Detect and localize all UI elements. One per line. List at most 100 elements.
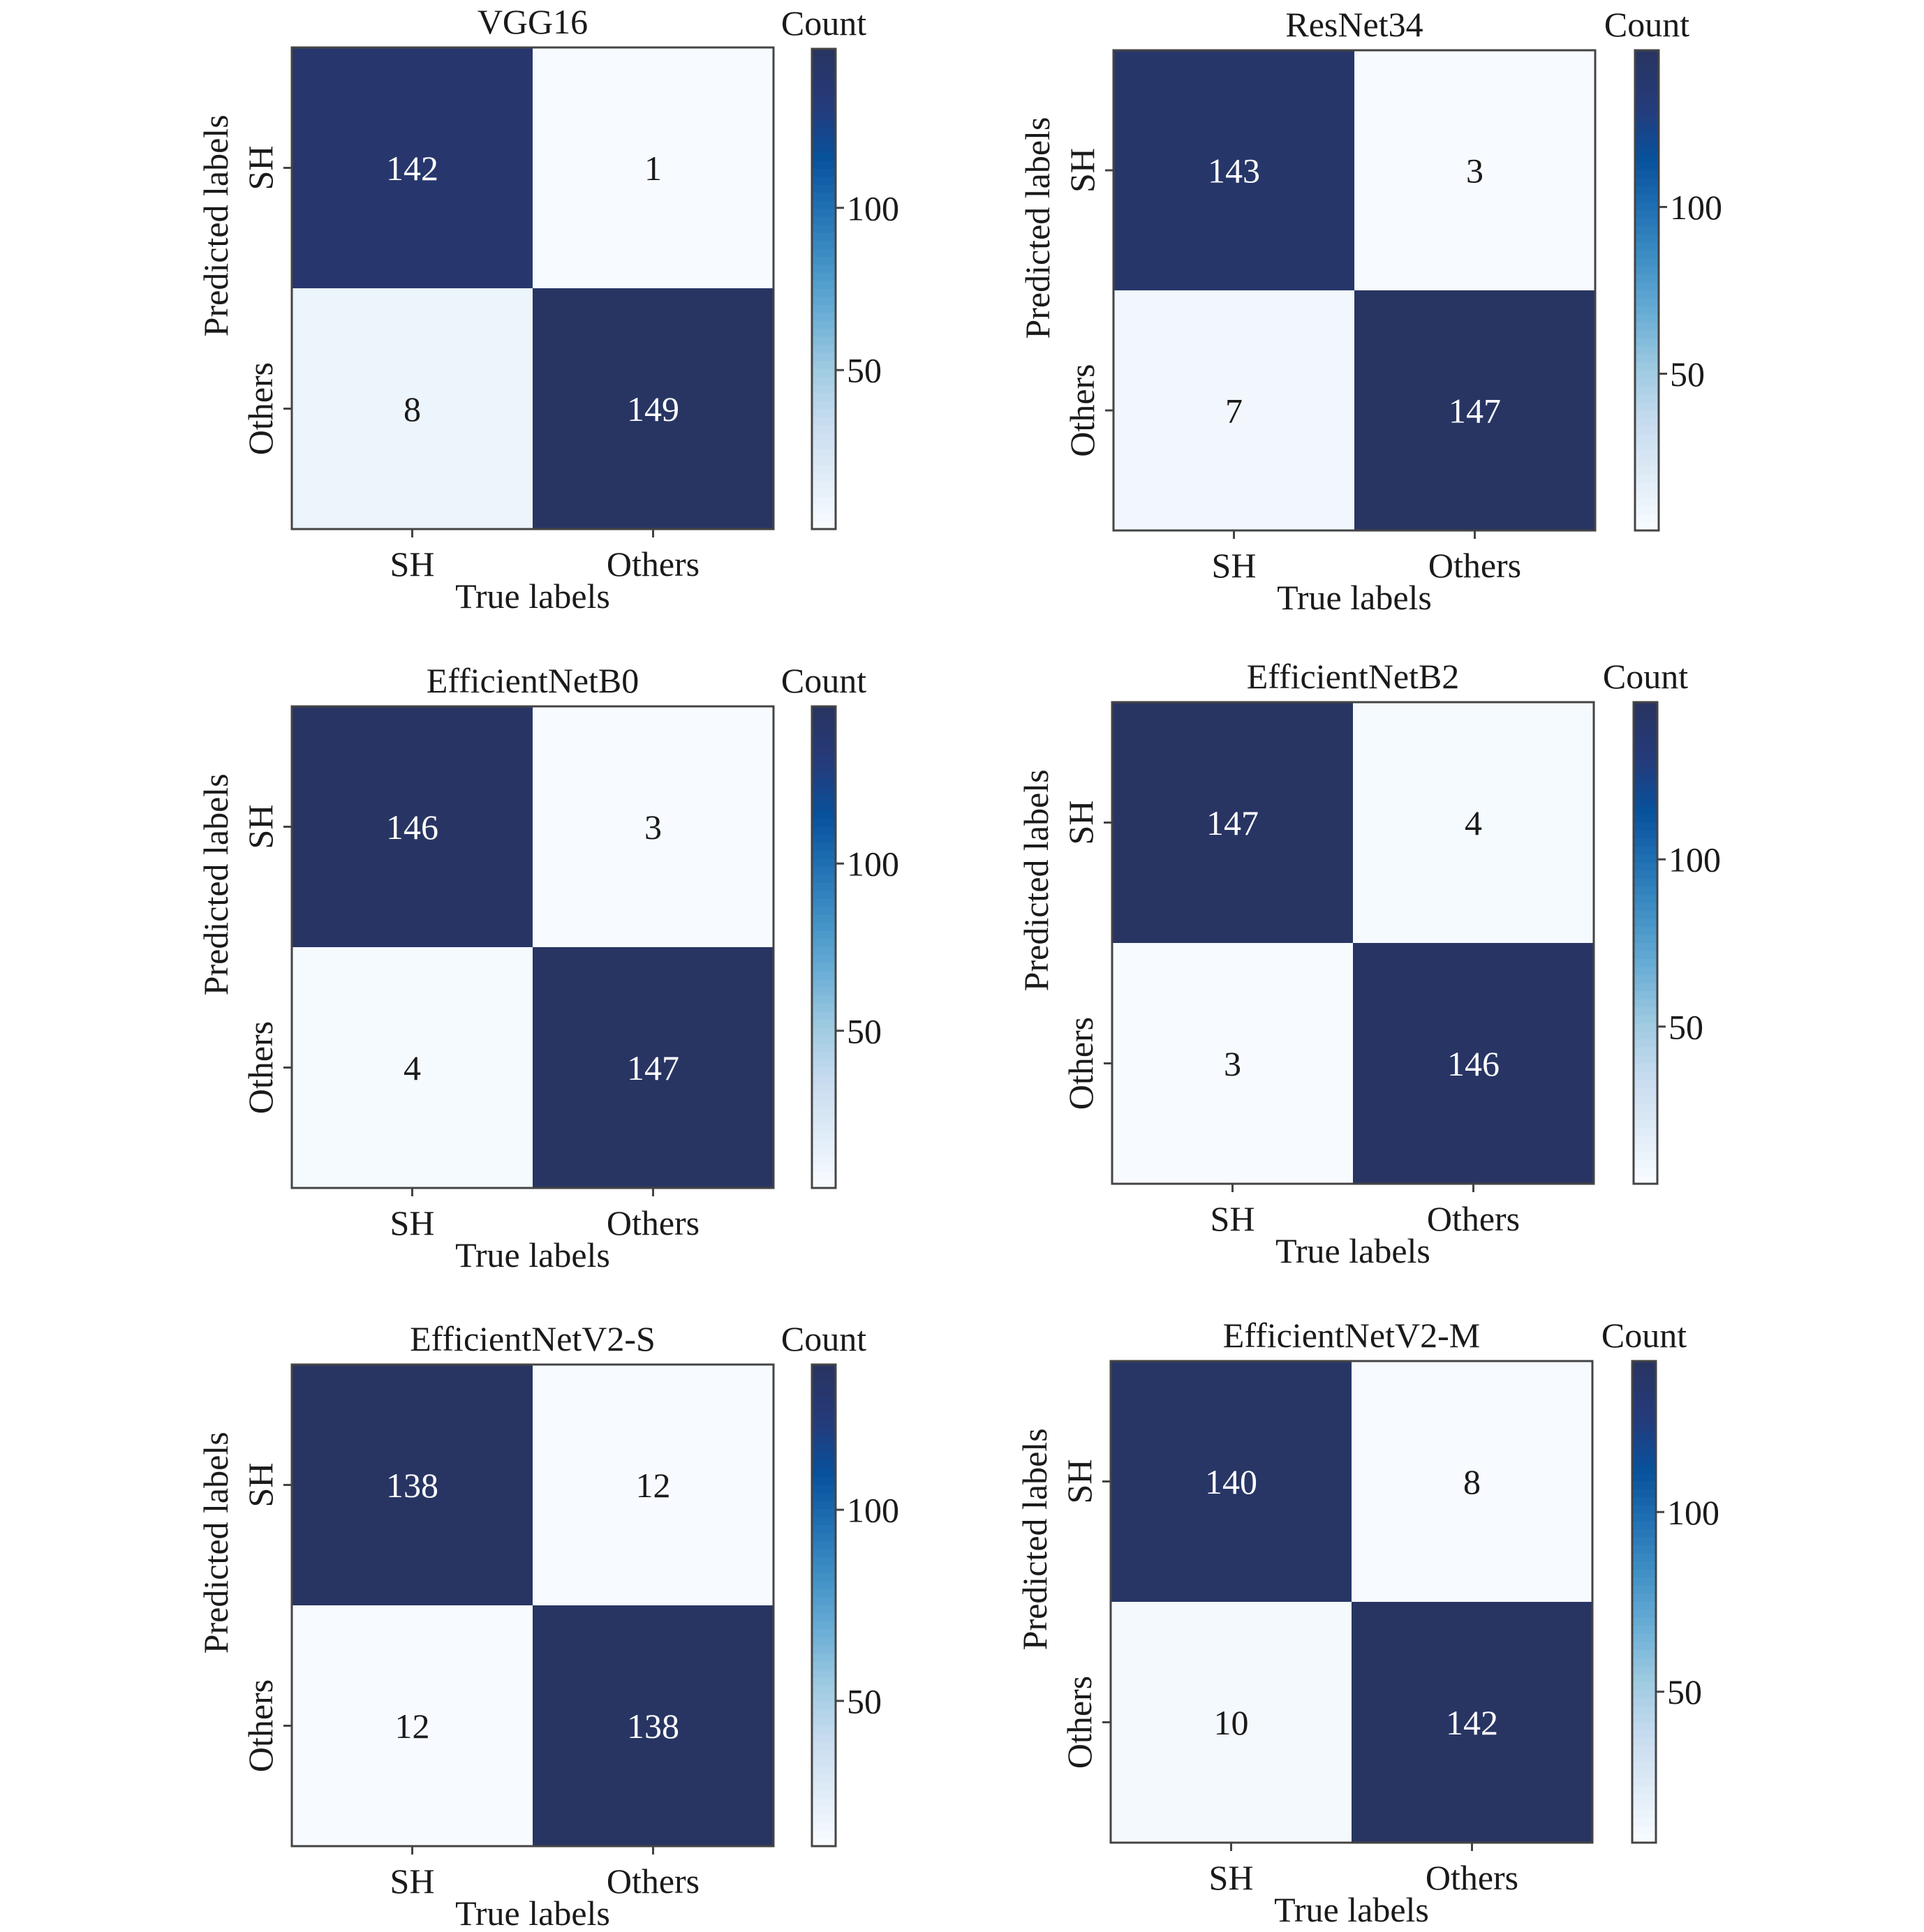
colorbar-segment — [812, 1525, 836, 1534]
colorbar-segment — [1635, 402, 1659, 411]
colorbar-segment — [1635, 394, 1659, 403]
y-axis-label: Predicted labels — [196, 114, 235, 336]
colorbar-segment — [812, 1172, 836, 1181]
colorbar-segment — [1632, 1369, 1656, 1378]
colorbar-segment — [1634, 734, 1657, 743]
colorbar-segment — [1634, 838, 1657, 847]
heatmap-cell — [292, 706, 533, 947]
colorbar-segment — [1635, 122, 1659, 131]
confusion-matrix-panel: 138 12 12 138 SH Others SH Others EfficientNetV2… — [196, 1319, 899, 1932]
colorbar-segment — [812, 1573, 836, 1582]
colorbar-segment — [812, 64, 836, 74]
colorbar-segment — [1634, 790, 1657, 799]
colorbar-segment — [812, 49, 836, 58]
colorbar-frame — [1632, 701, 1659, 1185]
colorbar-segment — [1635, 442, 1659, 452]
plot-frame — [1111, 701, 1595, 1185]
colorbar-segment — [812, 1501, 836, 1510]
colorbar-segment — [1632, 1489, 1656, 1499]
colorbar-segment — [1635, 210, 1659, 219]
colorbar-segment — [812, 105, 836, 114]
colorbar-tick-label: 100 — [1667, 1493, 1719, 1532]
colorbar-segment — [1634, 822, 1657, 831]
colorbar-segment — [812, 1774, 836, 1783]
colorbar-segment — [1634, 1063, 1657, 1072]
colorbar-segment — [1635, 258, 1659, 267]
x-tick-label: SH — [1212, 546, 1257, 585]
heatmap-cell — [292, 1605, 533, 1846]
colorbar-segment — [812, 1445, 836, 1454]
colorbar-segment — [812, 184, 836, 194]
confusion-matrix-panel: 142 1 8 149 SH Others SH Others VGG16 True labels… — [196, 2, 899, 616]
colorbar-segment — [812, 209, 836, 218]
plot-frame — [290, 705, 775, 1189]
colorbar-segment — [1635, 202, 1659, 211]
colorbar-segment — [812, 329, 836, 338]
colorbar-segment — [812, 513, 836, 522]
heatmap-cell — [1352, 1361, 1592, 1602]
colorbar-segment — [1632, 1802, 1656, 1811]
colorbar-segment — [1635, 194, 1659, 203]
colorbar-segment — [1635, 306, 1659, 315]
colorbar-segment — [812, 1461, 836, 1470]
y-tick-label: Others — [241, 1679, 280, 1772]
colorbar-segment — [812, 1605, 836, 1614]
plot-frame — [290, 1363, 775, 1848]
colorbar-segment — [1632, 1473, 1656, 1483]
colorbar-segment — [812, 297, 836, 306]
colorbar-segment — [812, 842, 836, 852]
colorbar-segment — [1632, 1545, 1656, 1554]
colorbar-segment — [812, 762, 836, 771]
colorbar-segment — [812, 456, 836, 466]
colorbar-segment — [1634, 854, 1657, 863]
colorbar-segment — [812, 1452, 836, 1462]
colorbar-segment — [812, 963, 836, 972]
colorbar-segment — [812, 778, 836, 787]
colorbar-segment — [812, 417, 836, 426]
colorbar-segment — [812, 794, 836, 803]
colorbar-segment — [1632, 1554, 1656, 1563]
colorbar-segment — [1632, 1818, 1656, 1827]
y-tick-label: Others — [1061, 1017, 1100, 1110]
colorbar-segment — [1635, 338, 1659, 348]
cell-value-label: 146 — [386, 808, 438, 847]
colorbar-segment — [1635, 426, 1659, 436]
colorbar-segment — [1632, 1834, 1656, 1843]
colorbar-segment — [1634, 1143, 1657, 1152]
colorbar-segment — [812, 1051, 836, 1060]
colorbar-segment — [812, 1589, 836, 1598]
colorbar-segment — [812, 1541, 836, 1550]
colorbar-segment — [812, 73, 836, 82]
colorbar-segment — [812, 803, 836, 812]
colorbar-segment — [1634, 919, 1657, 928]
cell-value-label: 3 — [1466, 151, 1483, 191]
colorbar-tick-label: 100 — [847, 1491, 899, 1530]
cell-value-label: 143 — [1208, 151, 1260, 191]
cell-value-label: 7 — [1225, 392, 1243, 431]
colorbar-segment — [1632, 1513, 1656, 1522]
colorbar-segment — [1635, 178, 1659, 187]
colorbar-segment — [1632, 1794, 1656, 1804]
colorbar-segment — [1632, 1762, 1656, 1771]
x-axis-label: True labels — [455, 1235, 610, 1275]
chart-title: EfficientNetV2-M — [1223, 1316, 1480, 1355]
cell-value-label: 147 — [627, 1048, 679, 1087]
colorbar-segment — [812, 1147, 836, 1157]
colorbar-segment — [1632, 1449, 1656, 1458]
colorbar-segment — [1635, 274, 1659, 283]
heatmap-cell — [533, 47, 774, 288]
colorbar-segment — [812, 1621, 836, 1630]
colorbar-segment — [812, 489, 836, 498]
colorbar-segment — [1632, 1441, 1656, 1450]
plot-frame — [290, 46, 775, 530]
heatmap-cell — [533, 1365, 774, 1605]
colorbar-segment — [812, 1413, 836, 1422]
colorbar-segment — [1632, 1417, 1656, 1426]
colorbar-segment — [1635, 410, 1659, 419]
colorbar-segment — [812, 177, 836, 186]
colorbar-segment — [1632, 1433, 1656, 1442]
colorbar-segment — [812, 1557, 836, 1566]
x-axis-label: True labels — [1277, 578, 1432, 617]
cell-value-label: 8 — [1463, 1462, 1481, 1501]
colorbar-segment — [812, 1814, 836, 1823]
